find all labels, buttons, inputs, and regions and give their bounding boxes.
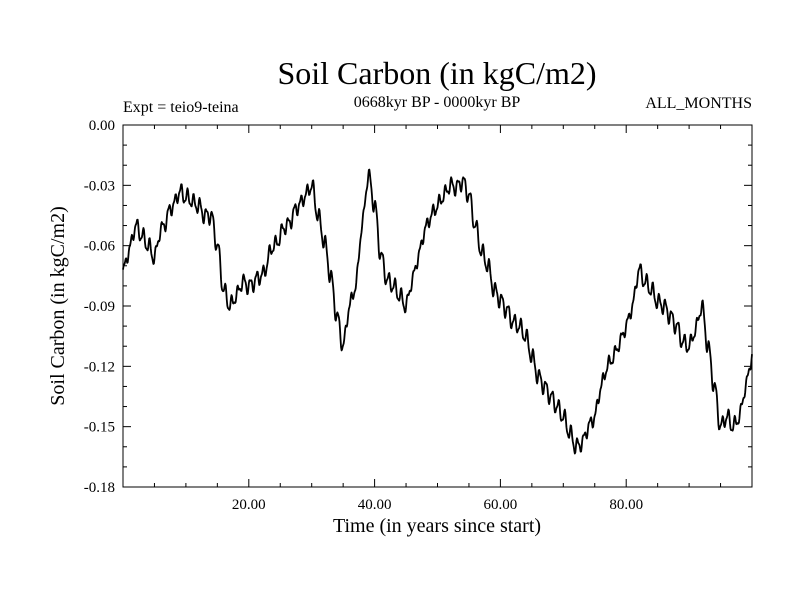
y-tick-label: -0.09 <box>84 299 115 315</box>
subtitle-experiment: Expt = teio9-teina <box>123 99 239 116</box>
subtitle-period: 0668kyr BP - 0000kyr BP <box>354 94 521 111</box>
x-tick-label: 20.00 <box>232 497 266 513</box>
y-tick-label: -0.03 <box>84 178 115 194</box>
y-tick-label: -0.06 <box>84 239 116 255</box>
y-tick-label: -0.12 <box>84 359 115 375</box>
chart-title: Soil Carbon (in kgC/m2) <box>277 55 596 91</box>
x-tick-label: 40.00 <box>358 497 392 513</box>
ticks-layer: 0.00 -0.03 -0.06 -0.09 -0.12 -0.15 -0.18 20.00 4… <box>84 118 752 513</box>
y-axis-label: Soil Carbon (in kgC/m2) <box>47 206 69 405</box>
y-tick-label: 0.00 <box>89 118 115 134</box>
x-axis-label: Time (in years since start) <box>333 515 541 537</box>
series-line-soil-carbon <box>122 168 753 455</box>
y-tick-label: -0.18 <box>84 480 115 496</box>
x-tick-label: 80.00 <box>609 497 643 513</box>
y-tick-label: -0.15 <box>84 420 115 436</box>
subtitle-months: ALL_MONTHS <box>645 95 752 112</box>
x-tick-label: 60.00 <box>484 497 518 513</box>
